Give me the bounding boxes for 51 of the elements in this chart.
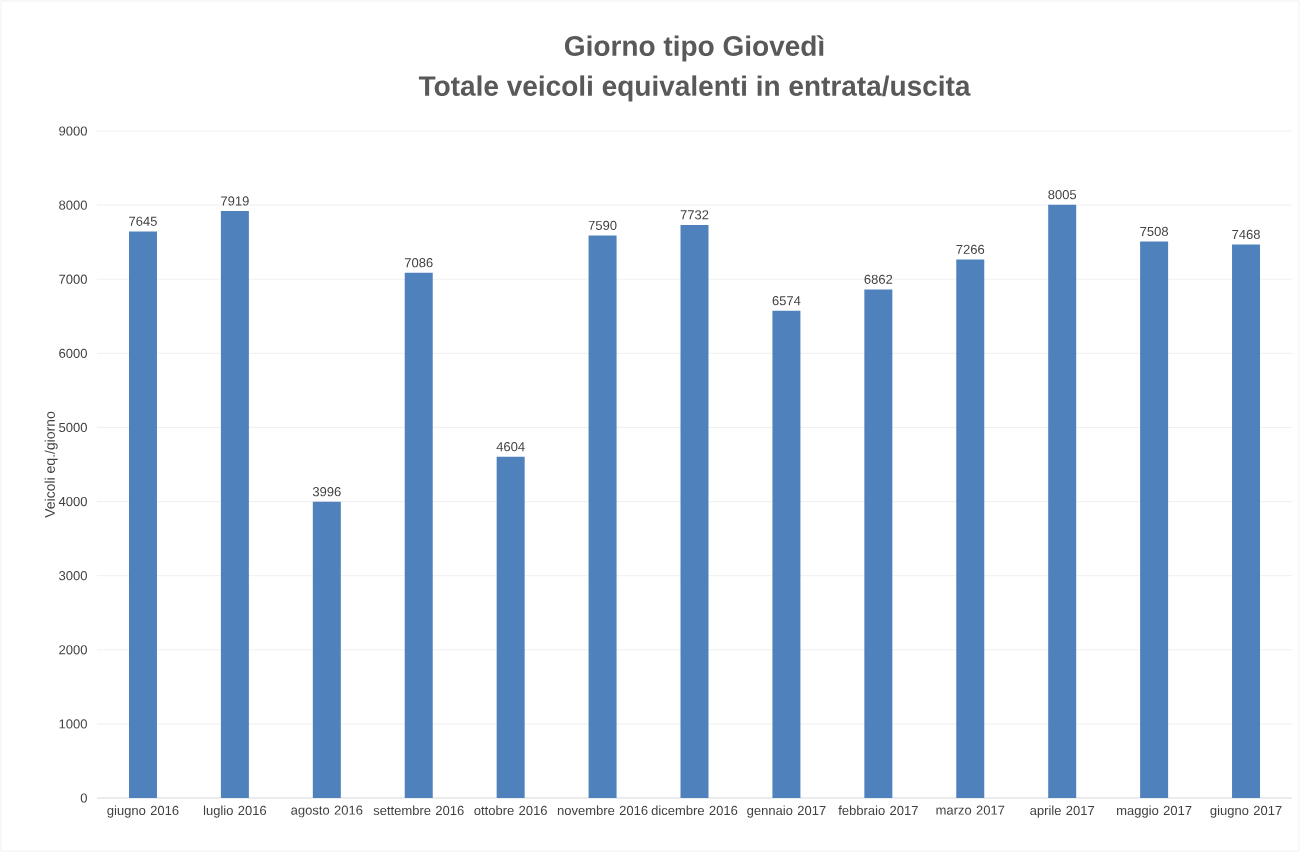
y-tick-label: 9000 (59, 126, 87, 136)
chart-title: Giorno tipo Giovedì Totale veicoli equivalenti in entrata/uscita (418, 35, 971, 102)
x-tick-label: giugno 2017 (1210, 805, 1282, 818)
bar (1048, 204, 1077, 798)
y-axis-title: Veicoli eq./giorno (44, 411, 58, 518)
x-tick-label: giugno 2016 (107, 805, 179, 818)
data-label: 7468 (1232, 229, 1260, 239)
x-tick-label: aprile 2017 (1030, 805, 1095, 818)
data-label: 7645 (129, 216, 157, 226)
x-tick-label: novembre 2016 (557, 805, 648, 816)
bar (680, 224, 709, 798)
bar (956, 259, 985, 798)
data-label: 8005 (1048, 190, 1077, 200)
bar (1140, 241, 1169, 798)
data-label: 7086 (404, 258, 433, 268)
y-tick-label: 3000 (59, 571, 87, 581)
bar (772, 310, 801, 798)
data-label: 7732 (680, 210, 709, 220)
y-tick-label: 7000 (59, 274, 87, 284)
bar (312, 501, 341, 798)
x-tick-label: maggio 2017 (1117, 805, 1192, 818)
data-label: 7590 (588, 220, 617, 230)
data-label: 6862 (864, 274, 893, 284)
x-tick-label: dicembre 2016 (651, 805, 738, 816)
bar (496, 456, 525, 798)
data-label: 4604 (496, 442, 525, 452)
x-tick-label: ottobre 2016 (474, 805, 547, 816)
y-tick-label: 1000 (59, 719, 87, 729)
bar (128, 231, 157, 798)
bar (1232, 244, 1261, 798)
bar (864, 289, 893, 798)
x-tick-label: febbraio 2017 (838, 805, 918, 816)
y-tick-label: 0 (80, 793, 87, 803)
y-tick-label: 4000 (58, 496, 87, 507)
x-tick-label: gennaio 2017 (747, 805, 826, 818)
y-tick-label: 2000 (59, 645, 87, 655)
data-label: 6574 (772, 296, 801, 306)
data-label: 7266 (956, 244, 985, 254)
bar (404, 272, 433, 798)
data-label: 7919 (221, 196, 249, 206)
x-tick-label: agosto 2016 (291, 805, 363, 818)
x-tick-label: settembre 2016 (373, 805, 464, 816)
data-label: 3996 (312, 487, 341, 497)
data-label: 7508 (1140, 226, 1169, 237)
y-tick-label: 5000 (59, 422, 87, 433)
x-tick-label: marzo 2017 (936, 805, 1005, 815)
x-tick-label: luglio 2016 (203, 805, 267, 818)
y-tick-label: 6000 (59, 348, 87, 358)
bar (220, 211, 249, 798)
y-tick-label: 8000 (59, 200, 87, 210)
bar (588, 235, 617, 798)
